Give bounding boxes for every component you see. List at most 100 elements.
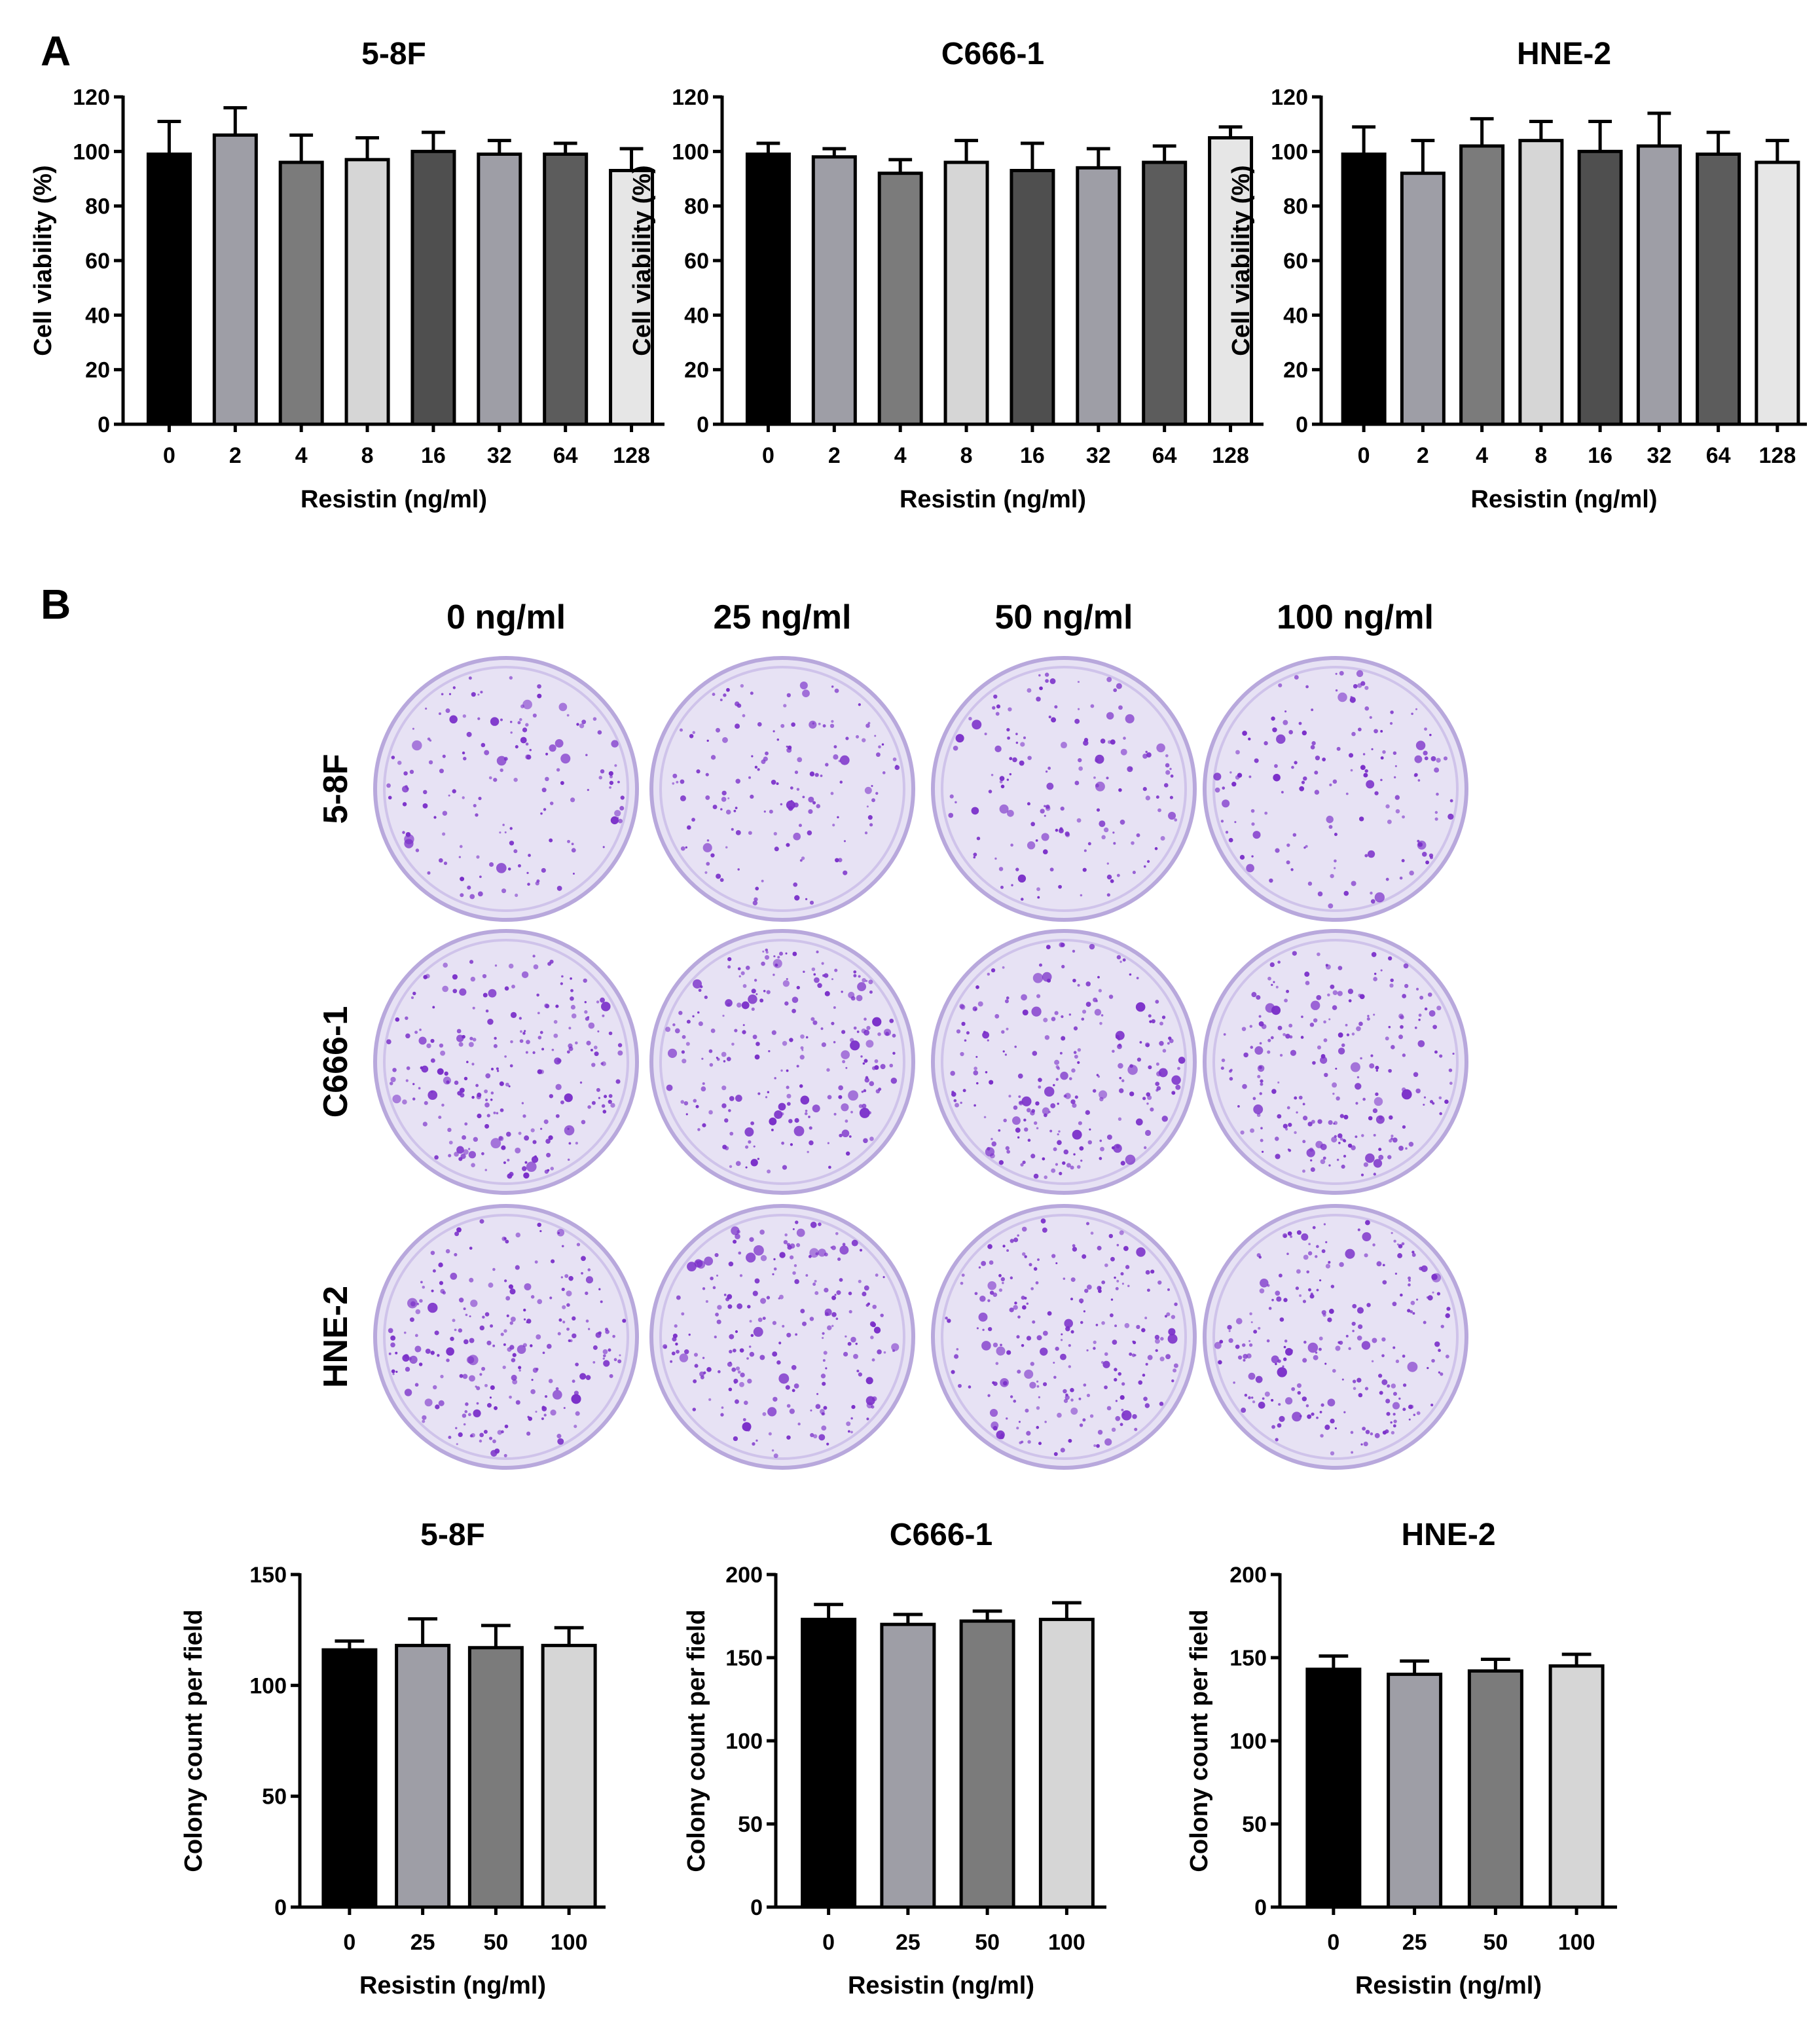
colony-dot — [1146, 1092, 1151, 1097]
colony-dot — [1123, 737, 1126, 740]
colony-dot — [434, 1330, 439, 1336]
colony-dot — [1159, 1021, 1163, 1026]
colony-dot — [748, 1140, 752, 1144]
colony-dot — [1398, 1397, 1401, 1400]
colony-dot — [951, 1091, 956, 1097]
colony-dot — [1017, 1073, 1023, 1079]
colony-dot — [509, 676, 513, 680]
colony-dot — [1169, 795, 1173, 799]
colony-dot — [1256, 1113, 1261, 1118]
colony-dot — [425, 1348, 431, 1354]
colony-dot — [727, 1362, 733, 1367]
colony-dot — [475, 813, 479, 817]
colony-dot — [877, 1032, 881, 1036]
colony-dot — [1059, 1051, 1063, 1055]
x-axis-label: Resistin (ng/ml) — [900, 486, 1086, 513]
colony-dot — [751, 989, 756, 994]
colony-dot — [1072, 1244, 1076, 1248]
colony-dot — [1306, 1270, 1310, 1274]
colony-dot — [1271, 1425, 1275, 1429]
colony-dot — [1343, 1411, 1346, 1413]
colony-dot — [1325, 964, 1331, 970]
colony-dot — [614, 764, 617, 767]
colony-dot — [467, 1355, 479, 1366]
colony-dot — [405, 1033, 410, 1039]
colony-dot — [1332, 1092, 1335, 1095]
colony-dot — [694, 1364, 699, 1368]
colony-dot — [1030, 1362, 1034, 1366]
colony-dot — [945, 1317, 948, 1320]
dish-c666-1-0-ng-ml — [373, 929, 639, 1195]
colony-dot — [872, 1017, 882, 1027]
colony-dot — [1044, 1421, 1047, 1423]
colony-dot — [1305, 845, 1308, 848]
colony-dot — [1235, 775, 1240, 780]
colony-dot — [1284, 1339, 1288, 1343]
colony-dot — [524, 1135, 530, 1141]
colony-dot — [1271, 1398, 1274, 1402]
colony-dot — [783, 1240, 788, 1245]
colony-dot — [749, 1351, 755, 1357]
colony-dot — [1009, 1307, 1014, 1313]
colony-dot — [437, 1354, 440, 1357]
colony-dot — [1309, 1023, 1315, 1027]
colony-dot — [390, 1342, 395, 1348]
colony-dot — [987, 1039, 989, 1042]
colony-dot — [1311, 741, 1316, 746]
colony-dot — [1380, 730, 1383, 733]
colony-dot — [1150, 1269, 1155, 1274]
colony-dot — [1050, 1103, 1056, 1108]
colony-dot — [714, 1252, 719, 1258]
colony-dot — [670, 1360, 673, 1363]
colony-dot — [617, 817, 619, 820]
colony-dot — [812, 1283, 816, 1286]
colony-dot — [780, 723, 785, 728]
colony-dot — [1026, 1430, 1031, 1436]
colony-dot — [608, 1031, 613, 1036]
colony-dot — [1083, 1310, 1086, 1313]
colony-dot — [883, 1029, 892, 1036]
colony-dot — [994, 857, 997, 860]
colony-dot — [737, 1303, 743, 1309]
colony-dot — [1085, 1110, 1090, 1115]
colony-dot — [856, 994, 863, 1002]
colony-dot — [1142, 1374, 1146, 1377]
colony-dot — [1371, 748, 1374, 750]
colony-dot — [961, 1021, 966, 1026]
colony-dot — [1393, 1239, 1396, 1243]
colony-dot — [1143, 1146, 1147, 1150]
colony-dot — [810, 1432, 814, 1438]
colony-dot — [1036, 1426, 1040, 1429]
colony-dot — [1098, 989, 1102, 993]
colony-dot — [1427, 992, 1432, 997]
colony-dot — [1260, 1082, 1264, 1086]
colony-dot — [868, 979, 873, 985]
colony-dot — [1258, 1326, 1261, 1330]
colony-dot — [1219, 1339, 1224, 1344]
colony-dot — [445, 708, 450, 714]
colony-dot — [1303, 776, 1307, 781]
colony-dot — [753, 1145, 755, 1148]
colony-dot — [790, 1255, 794, 1260]
colony-dot — [482, 974, 487, 979]
colony-dot — [771, 780, 776, 785]
colony-dot — [560, 1276, 563, 1279]
colony-dot — [1262, 1397, 1265, 1400]
colony-dot — [1100, 1146, 1104, 1152]
colony-dot — [753, 1245, 764, 1256]
colony-dot — [446, 1358, 450, 1362]
y-tick-label: 0 — [98, 412, 110, 437]
colony-dot — [1425, 860, 1430, 865]
colony-dot — [1116, 955, 1121, 960]
colony-dot — [409, 769, 414, 774]
colony-dot — [476, 855, 480, 859]
colony-dot — [1169, 1038, 1174, 1044]
bar-2 — [811, 155, 857, 426]
colony-dot — [1363, 1442, 1368, 1447]
colony-dot — [509, 1321, 513, 1325]
colony-dot — [827, 1142, 829, 1144]
colony-dot — [1095, 783, 1099, 788]
colony-dot — [1020, 898, 1024, 901]
colony-dot — [858, 1104, 863, 1108]
